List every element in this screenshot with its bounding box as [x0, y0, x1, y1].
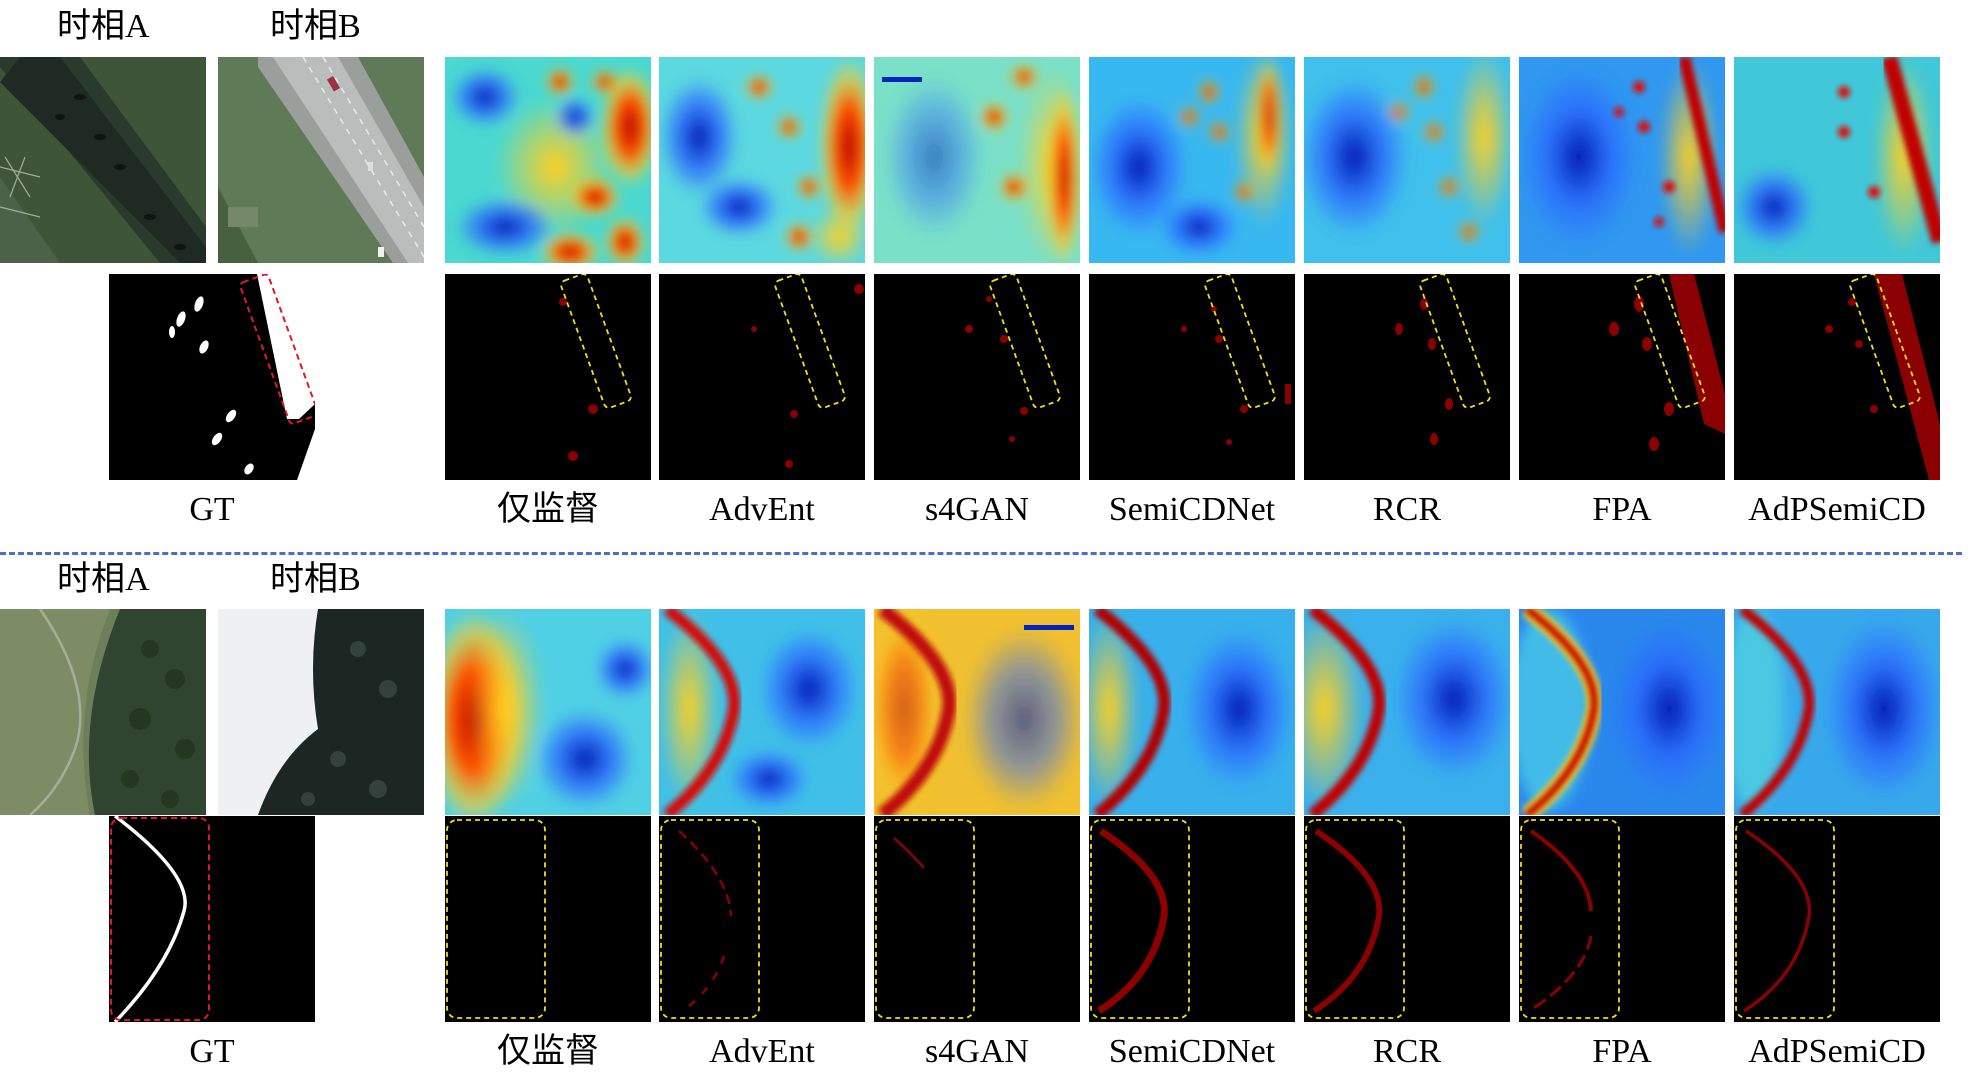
prediction-2-rcr	[1304, 816, 1510, 1022]
prediction-1-semicdnet	[1089, 274, 1295, 480]
caption-method-1-supervised: 仅监督	[497, 491, 599, 528]
heatmap-2-supervised	[445, 609, 651, 815]
gt-map-2	[109, 816, 315, 1022]
heatmap-2-fpa	[1519, 609, 1725, 815]
prediction-1-fpa	[1519, 274, 1725, 480]
caption-method-2-rcr: RCR	[1372, 1033, 1442, 1070]
label-time-a-1: 时相A	[57, 8, 150, 45]
caption-method-1-advent: AdvEnt	[709, 491, 815, 528]
prediction-2-fpa	[1519, 816, 1725, 1022]
prediction-1-s4gan	[874, 274, 1080, 480]
row-separator	[0, 552, 1962, 555]
heatmap-1-s4gan	[874, 57, 1080, 263]
caption-gt-1: GT	[189, 491, 235, 528]
prediction-1-advent	[659, 274, 865, 480]
image-time-b-1	[218, 57, 424, 263]
heatmap-2-adpsemicd	[1734, 609, 1940, 815]
image-time-b-2	[218, 609, 424, 815]
label-time-b-2: 时相B	[270, 561, 361, 598]
caption-method-2-adpsemicd: AdPSemiCD	[1748, 1033, 1926, 1070]
caption-method-1-adpsemicd: AdPSemiCD	[1748, 491, 1926, 528]
caption-method-2-fpa: FPA	[1592, 1033, 1652, 1070]
caption-method-1-s4gan: s4GAN	[925, 491, 1029, 528]
heatmap-1-advent	[659, 57, 865, 263]
prediction-2-s4gan	[874, 816, 1080, 1022]
caption-method-1-fpa: FPA	[1592, 491, 1652, 528]
caption-gt-2: GT	[189, 1033, 235, 1070]
prediction-2-adpsemicd	[1734, 816, 1940, 1022]
heatmap-2-advent	[659, 609, 865, 815]
prediction-2-advent	[659, 816, 865, 1022]
label-time-b-1: 时相B	[270, 8, 361, 45]
caption-method-1-rcr: RCR	[1372, 491, 1442, 528]
prediction-2-semicdnet	[1089, 816, 1295, 1022]
gt-map-1	[109, 274, 315, 480]
caption-method-2-semicdnet: SemiCDNet	[1108, 1033, 1276, 1070]
image-time-a-1	[0, 57, 206, 263]
heatmap-2-s4gan	[874, 609, 1080, 815]
prediction-1-adpsemicd	[1734, 274, 1940, 480]
heatmap-1-semicdnet	[1089, 57, 1295, 263]
prediction-1-rcr	[1304, 274, 1510, 480]
heatmap-1-fpa	[1519, 57, 1725, 263]
image-time-a-2	[0, 609, 206, 815]
prediction-1-supervised	[445, 274, 651, 480]
heatmap-2-semicdnet	[1089, 609, 1295, 815]
caption-method-1-semicdnet: SemiCDNet	[1108, 491, 1276, 528]
label-time-a-2: 时相A	[57, 561, 150, 598]
heatmap-2-rcr	[1304, 609, 1510, 815]
prediction-2-supervised	[445, 816, 651, 1022]
heatmap-1-adpsemicd	[1734, 57, 1940, 263]
caption-method-2-advent: AdvEnt	[709, 1033, 815, 1070]
caption-method-2-s4gan: s4GAN	[925, 1033, 1029, 1070]
heatmap-1-rcr	[1304, 57, 1510, 263]
caption-method-2-supervised: 仅监督	[497, 1033, 599, 1070]
heatmap-1-supervised	[445, 57, 651, 263]
